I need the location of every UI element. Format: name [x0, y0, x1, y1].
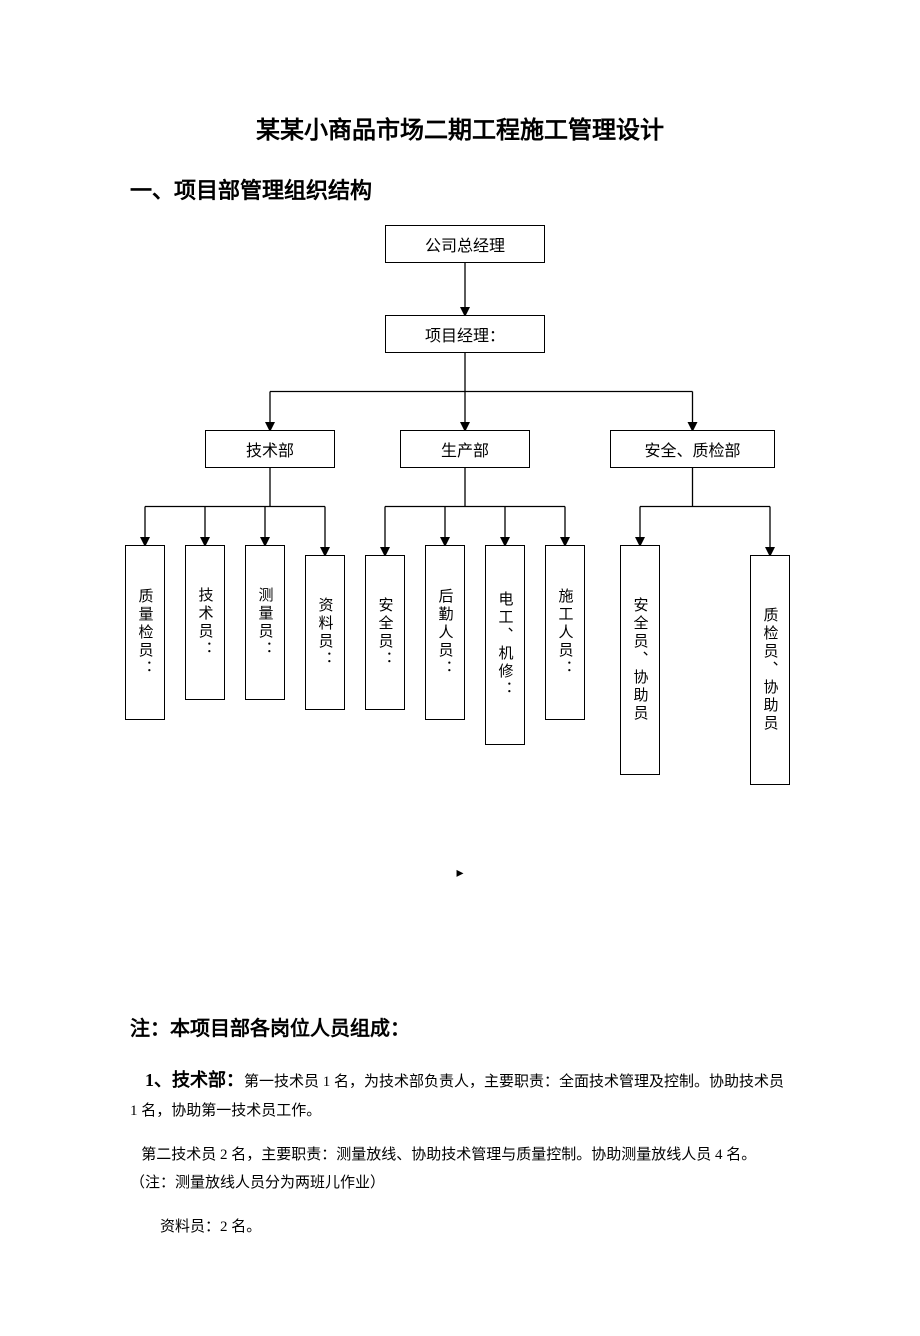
org-node-l2: 技术员：: [185, 545, 225, 700]
stray-arrow-icon: ▸: [130, 865, 790, 882]
org-node-pm: 项目经理：: [385, 315, 545, 353]
org-node-l5: 安全员：: [365, 555, 405, 710]
org-node-l7: 电工、机修：: [485, 545, 525, 745]
notes-paragraph-2: 第二技术员 2 名，主要职责：测量放线、协助技术管理与质量控制。协助测量放线人员…: [130, 1141, 790, 1198]
section-heading: 一、项目部管理组织结构: [130, 173, 790, 205]
notes-p1-lead: 1、技术部：: [145, 1070, 244, 1090]
org-chart-connectors: [130, 225, 830, 805]
document-page: 某某小商品市场二期工程施工管理设计 一、项目部管理组织结构 公司总经理项目经理：…: [0, 0, 920, 1336]
org-node-l6: 后勤人员：: [425, 545, 465, 720]
document-title: 某某小商品市场二期工程施工管理设计: [130, 110, 790, 145]
org-node-tech: 技术部: [205, 430, 335, 468]
org-node-prod: 生产部: [400, 430, 530, 468]
notes-paragraph-3: 资料员：2 名。: [130, 1213, 790, 1242]
org-node-l4: 资料员：: [305, 555, 345, 710]
notes-heading: 注：本项目部各岗位人员组成：: [130, 1012, 790, 1041]
org-chart: 公司总经理项目经理：技术部生产部安全、质检部质量检员：技术员：测量员：资料员：安…: [130, 225, 830, 805]
org-node-l9: 安全员、协助员: [620, 545, 660, 775]
org-node-root: 公司总经理: [385, 225, 545, 263]
org-node-l1: 质量检员：: [125, 545, 165, 720]
org-node-l10: 质检员、协助员: [750, 555, 790, 785]
org-node-safe: 安全、质检部: [610, 430, 775, 468]
org-node-l8: 施工人员：: [545, 545, 585, 720]
notes-paragraph-1: 1、技术部：第一技术员 1 名，为技术部负责人，主要职责：全面技术管理及控制。协…: [130, 1063, 790, 1126]
org-node-l3: 测量员：: [245, 545, 285, 700]
